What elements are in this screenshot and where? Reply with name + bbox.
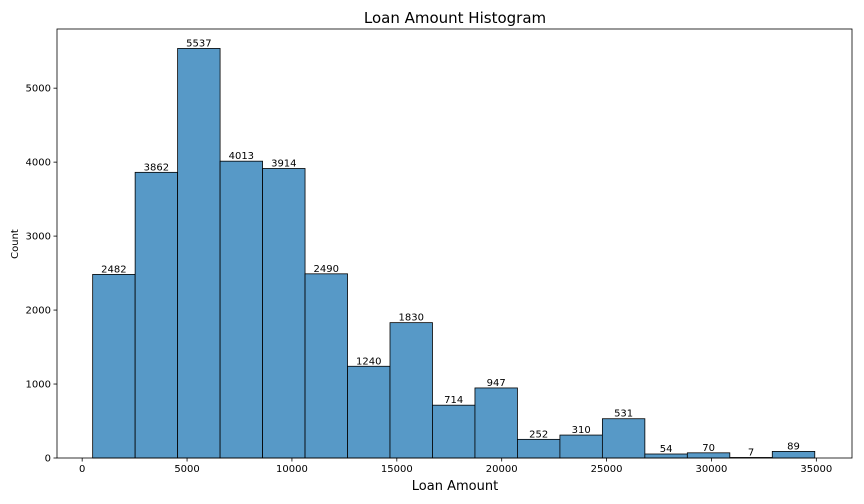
x-axis-ticks: 0 5000 10000 15000 20000 25000 30000 35000 xyxy=(79,458,832,475)
x-tick-label: 15000 xyxy=(381,464,413,475)
y-tick-label: 5000 xyxy=(26,84,51,95)
bar-value-label: 2482 xyxy=(101,264,126,275)
x-tick-label: 30000 xyxy=(696,464,728,475)
x-tick-label: 20000 xyxy=(486,464,518,475)
histogram-bar xyxy=(304,273,348,459)
y-tick-label: 1000 xyxy=(26,380,51,391)
bar-value-label: 947 xyxy=(487,378,506,389)
bar-value-label: 4013 xyxy=(229,151,254,162)
chart-title: Loan Amount Histogram xyxy=(364,9,546,27)
histogram-bar xyxy=(92,274,136,459)
bar-value-label: 5537 xyxy=(186,38,211,49)
histogram-bar xyxy=(262,168,306,459)
histogram-bar xyxy=(177,48,221,459)
histogram-bar xyxy=(559,434,603,459)
histogram-bar xyxy=(134,171,179,459)
histogram-bar xyxy=(474,387,518,459)
histogram-bar xyxy=(347,365,391,459)
y-axis-ticks: 0 1000 2000 3000 4000 5000 xyxy=(26,84,57,465)
y-tick-label: 2000 xyxy=(26,306,51,317)
bar-value-label: 531 xyxy=(614,409,633,420)
x-tick-label: 5000 xyxy=(174,464,199,475)
bar-value-label: 3862 xyxy=(144,162,169,173)
bar-value-label: 7 xyxy=(748,447,754,458)
x-tick-label: 25000 xyxy=(591,464,623,475)
bar-value-label: 1830 xyxy=(399,313,424,324)
histogram-bar xyxy=(432,404,476,459)
bar-value-label: 1240 xyxy=(356,356,381,367)
histogram-bar xyxy=(219,160,263,459)
x-axis-label: Loan Amount xyxy=(412,479,498,494)
plot-frame xyxy=(56,28,853,459)
bar-value-label: 310 xyxy=(572,425,591,436)
histogram-bar xyxy=(601,418,646,459)
bar-value-label: 714 xyxy=(444,395,463,406)
x-tick-label: 10000 xyxy=(276,464,308,475)
bar-value-label: 70 xyxy=(702,443,715,454)
bar-value-label: 3914 xyxy=(271,158,296,169)
y-axis-label: Count xyxy=(10,229,21,259)
y-tick-label: 3000 xyxy=(26,232,51,243)
data-labels-layer: 2482 3862 5537 4013 3914 2490 1240 1830 714 947 25… xyxy=(101,38,800,458)
y-tick-label: 0 xyxy=(45,454,51,465)
histogram-bar xyxy=(517,438,561,459)
x-tick-label: 0 xyxy=(79,464,85,475)
x-tick-label: 35000 xyxy=(800,464,832,475)
y-tick-label: 4000 xyxy=(26,158,51,169)
bars-layer xyxy=(92,48,816,459)
bar-value-label: 2490 xyxy=(314,264,339,275)
bar-value-label: 252 xyxy=(529,429,548,440)
bar-value-label: 89 xyxy=(787,441,800,452)
bar-value-label: 54 xyxy=(660,444,673,455)
histogram-bar xyxy=(389,322,433,459)
